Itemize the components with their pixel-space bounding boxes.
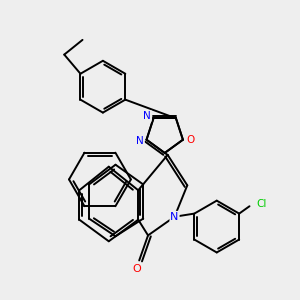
Text: N: N	[170, 212, 179, 222]
Text: O: O	[186, 135, 194, 145]
Text: O: O	[132, 264, 141, 274]
Text: N: N	[136, 136, 144, 146]
Text: Cl: Cl	[256, 199, 266, 209]
Text: N: N	[143, 111, 151, 121]
